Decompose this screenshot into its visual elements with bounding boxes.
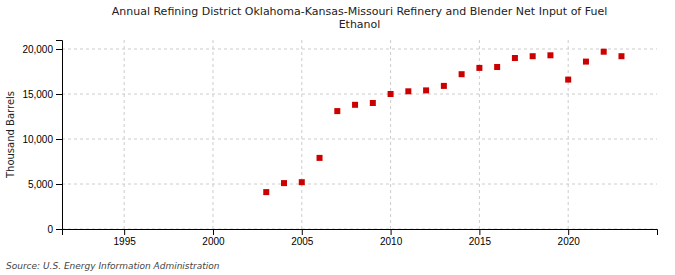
data-points	[263, 49, 624, 195]
tick: 15,000	[22, 89, 62, 100]
tick: 5,000	[28, 179, 62, 190]
point	[601, 49, 607, 55]
tick-label: 2010	[380, 236, 403, 247]
point	[476, 65, 482, 71]
tick-label: 2015	[469, 236, 492, 247]
tick-label: 2000	[202, 236, 225, 247]
tick: 2020	[558, 229, 581, 247]
tick-mark	[56, 139, 62, 140]
tick: 0	[47, 224, 62, 235]
point	[441, 83, 447, 89]
point	[352, 102, 358, 108]
tick: 2015	[469, 229, 492, 247]
axis-line	[56, 41, 63, 230]
tick-mark	[56, 94, 62, 95]
tick-label: 10,000	[22, 134, 53, 145]
point	[370, 100, 376, 106]
tick-label: 5,000	[28, 179, 53, 190]
tick: 2010	[380, 229, 403, 247]
grid-line	[568, 40, 569, 229]
tick-mark	[56, 49, 62, 50]
tick-mark	[124, 229, 125, 235]
grid-line	[62, 139, 657, 140]
tick: 20,000	[22, 44, 62, 55]
tick-label: 2005	[291, 236, 314, 247]
chart: 1995 2000 2005 2010 2015 2020 0 5,000 10,000 15,0…	[0, 0, 675, 275]
point	[263, 189, 269, 195]
tick: 2005	[291, 229, 314, 247]
grid-line	[62, 49, 657, 50]
grid-line	[212, 40, 213, 229]
x-axis: 1995 2000 2005 2010 2015 2020	[63, 229, 658, 247]
point	[317, 155, 323, 161]
tick-mark	[391, 229, 392, 235]
grid-line	[62, 184, 657, 185]
title: Annual Refining District Oklahoma-Kansas…	[112, 5, 608, 31]
grid-line	[124, 40, 125, 229]
point	[334, 108, 340, 114]
tick-label: 2020	[558, 236, 581, 247]
tick: 2000	[202, 229, 225, 247]
point	[618, 53, 624, 59]
grid-line	[390, 40, 391, 229]
tick-label: 1995	[114, 236, 137, 247]
title-line: Ethanol	[339, 18, 381, 31]
tick: 10,000	[22, 134, 62, 145]
point	[547, 52, 553, 58]
source: Source: U.S. Energy Information Administ…	[6, 261, 220, 271]
tick-mark	[56, 229, 62, 230]
tick-mark	[56, 184, 62, 185]
plot-area: 1995 2000 2005 2010 2015 2020 0 5,000 10,000 15,0…	[22, 40, 657, 247]
point	[423, 87, 429, 93]
grid	[62, 40, 657, 229]
y-axis: 0 5,000 10,000 15,000 20,000	[22, 41, 62, 235]
point	[405, 88, 411, 94]
point	[299, 179, 305, 185]
point	[512, 55, 518, 61]
point	[530, 53, 536, 59]
tick-label: 0	[47, 224, 53, 235]
tick-mark	[568, 229, 569, 235]
point	[583, 59, 589, 65]
tick-mark	[302, 229, 303, 235]
title-line: Annual Refining District Oklahoma-Kansas…	[112, 5, 608, 18]
grid-line	[301, 40, 302, 229]
point	[388, 91, 394, 97]
tick-mark	[213, 229, 214, 235]
tick: 1995	[114, 229, 137, 247]
tick-label: 15,000	[22, 89, 53, 100]
point	[459, 71, 465, 77]
point	[281, 180, 287, 186]
y-axis-label: Thousand Barrels	[5, 91, 16, 179]
tick-label: 20,000	[22, 44, 53, 55]
tick-mark	[479, 229, 480, 235]
point	[565, 77, 571, 83]
axis-line	[63, 230, 658, 236]
point	[494, 64, 500, 70]
grid-line	[62, 94, 657, 95]
